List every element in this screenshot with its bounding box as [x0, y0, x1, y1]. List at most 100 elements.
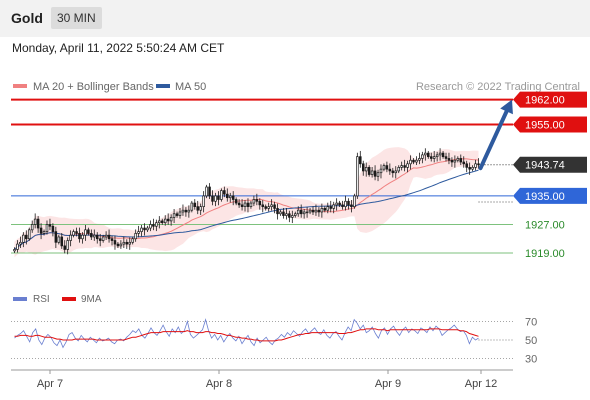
- price-tag-bg: [513, 91, 587, 108]
- candle: [199, 203, 202, 216]
- candle-body: [131, 238, 134, 243]
- candle: [63, 240, 66, 254]
- price-panel: 1962.00 1955.00 1943.74 1935.00 1927.00 1919.…: [11, 91, 587, 260]
- candle-body: [291, 215, 294, 218]
- time-tick-label: Apr 8: [206, 378, 232, 390]
- candle: [267, 202, 270, 212]
- candle: [237, 199, 241, 208]
- candle: [143, 223, 146, 236]
- candle-body: [187, 209, 191, 213]
- time-tick-label: Apr 7: [37, 378, 63, 390]
- candle: [140, 225, 143, 237]
- candle: [397, 165, 400, 174]
- candle: [181, 204, 185, 216]
- candle: [424, 148, 427, 161]
- candle: [98, 233, 102, 247]
- candle: [51, 223, 55, 237]
- ma20-legend-label: MA 20 + Bollinger Bands: [33, 81, 154, 93]
- candle-body: [326, 206, 330, 211]
- candle-body: [152, 224, 155, 227]
- candle-body: [166, 218, 170, 222]
- candle-body: [98, 238, 102, 241]
- chart-datetime: Monday, April 11, 2022 5:50:24 AM CET: [12, 41, 225, 55]
- candle-body: [226, 193, 229, 199]
- candle: [338, 200, 341, 207]
- candle: [299, 204, 303, 218]
- candle: [462, 156, 466, 168]
- candle: [264, 204, 267, 211]
- candle-body: [75, 231, 78, 234]
- candle-body: [63, 245, 66, 250]
- candle-body: [223, 190, 226, 195]
- candle-body: [78, 233, 81, 240]
- candle: [415, 156, 418, 166]
- candle: [450, 157, 454, 167]
- candle: [175, 211, 179, 218]
- candle: [350, 200, 353, 213]
- candle: [252, 195, 256, 207]
- candle-body: [19, 241, 22, 245]
- candle-body: [382, 165, 386, 170]
- candle: [288, 210, 291, 223]
- rsi-tick-label: 70: [525, 316, 537, 328]
- ma9-legend-label: 9MA: [81, 294, 102, 305]
- candle: [60, 233, 64, 249]
- price-tag-bg: [513, 187, 587, 204]
- rsi-tick-label: 30: [525, 354, 537, 366]
- candle-body: [361, 163, 365, 172]
- candle: [45, 220, 49, 235]
- candle-body: [367, 167, 371, 175]
- credit-text: Research © 2022 Trading Central: [416, 81, 580, 93]
- candle: [468, 162, 471, 175]
- candle-body: [344, 200, 347, 207]
- candle: [149, 220, 152, 232]
- candle: [116, 241, 120, 249]
- candle-body: [252, 199, 256, 204]
- candle-body: [36, 218, 40, 229]
- candle-body: [54, 231, 58, 243]
- candle-body: [22, 234, 25, 243]
- candle: [42, 229, 46, 236]
- candle: [453, 155, 457, 168]
- candle: [323, 206, 327, 213]
- candle-body: [249, 202, 253, 207]
- price-tag-bg: [513, 156, 587, 173]
- candle-body: [364, 167, 368, 172]
- candle-body: [279, 211, 282, 215]
- candle-body: [302, 211, 306, 215]
- candle-body: [329, 206, 333, 209]
- candle-body: [158, 220, 161, 224]
- timeframe-badge[interactable]: 30 MIN: [51, 7, 102, 29]
- candle: [364, 162, 368, 177]
- candle: [113, 235, 117, 250]
- candle-body: [294, 213, 297, 216]
- candle-body: [276, 208, 279, 215]
- candle-body: [456, 158, 460, 161]
- candle-body: [45, 224, 49, 232]
- candle-body: [385, 165, 389, 170]
- candle: [19, 236, 22, 249]
- candle-body: [202, 195, 205, 207]
- candle-body: [350, 204, 353, 207]
- candle-body: [211, 195, 214, 202]
- candle-body: [220, 190, 223, 200]
- candle: [214, 192, 217, 207]
- candle: [291, 210, 294, 224]
- candle-body: [388, 168, 392, 172]
- candle: [418, 152, 421, 165]
- candle: [359, 150, 362, 168]
- candle: [95, 232, 99, 244]
- candle: [184, 207, 188, 217]
- candle-body: [107, 234, 111, 240]
- candle-body: [468, 167, 471, 170]
- candle: [353, 193, 356, 209]
- price-tag-label: 1962.00: [525, 95, 565, 107]
- candle-body: [137, 231, 140, 234]
- candle: [379, 164, 383, 179]
- candle-body: [143, 227, 146, 231]
- candle: [427, 150, 430, 159]
- ma20-legend-swatch: [13, 84, 27, 88]
- candle-body: [264, 206, 267, 209]
